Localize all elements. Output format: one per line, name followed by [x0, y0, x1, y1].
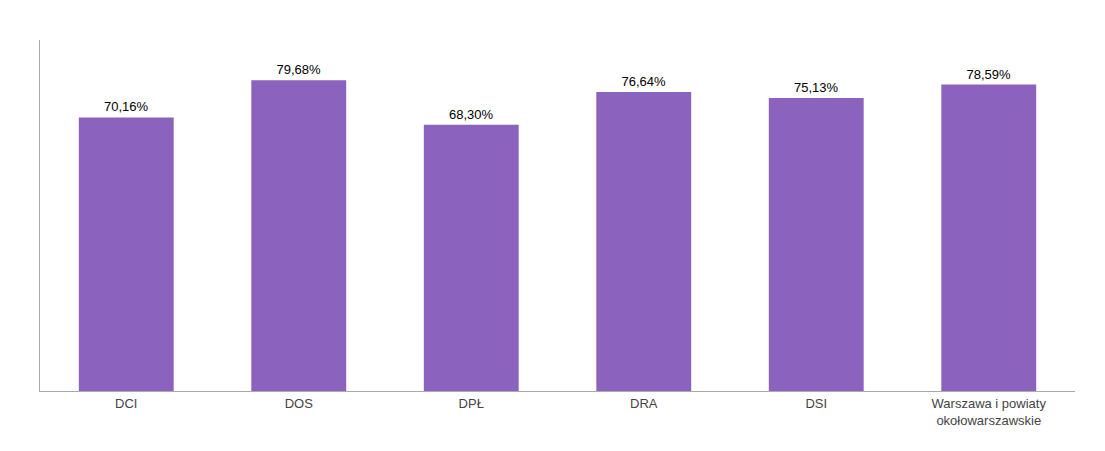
- svg-text:DCI: DCI: [115, 396, 137, 411]
- svg-text:70,16%: 70,16%: [104, 99, 149, 114]
- svg-text:DOS: DOS: [285, 396, 314, 411]
- svg-text:78,59%: 78,59%: [966, 67, 1011, 82]
- svg-text:76,64%: 76,64%: [621, 74, 666, 89]
- svg-text:DRA: DRA: [630, 396, 658, 411]
- svg-text:DSI: DSI: [805, 396, 827, 411]
- svg-text:Warszawa i powiatyokołowarszaw: Warszawa i powiatyokołowarszawskie: [932, 396, 1047, 428]
- svg-text:75,13%: 75,13%: [794, 80, 839, 95]
- svg-text:79,68%: 79,68%: [276, 62, 321, 77]
- svg-text:DPŁ: DPŁ: [459, 396, 484, 411]
- svg-text:68,30%: 68,30%: [449, 107, 494, 122]
